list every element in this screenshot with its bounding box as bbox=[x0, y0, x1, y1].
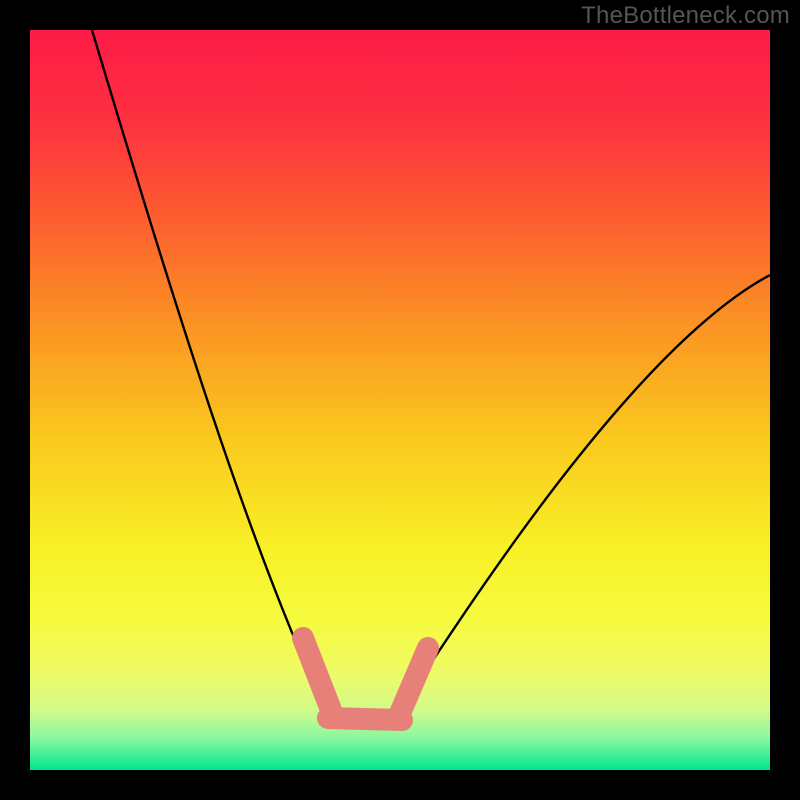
gradient-background bbox=[30, 30, 770, 770]
plot-area bbox=[30, 30, 770, 770]
bottleneck-chart bbox=[30, 30, 770, 770]
watermark-text: TheBottleneck.com bbox=[581, 2, 790, 30]
canvas: TheBottleneck.com bbox=[0, 0, 800, 800]
